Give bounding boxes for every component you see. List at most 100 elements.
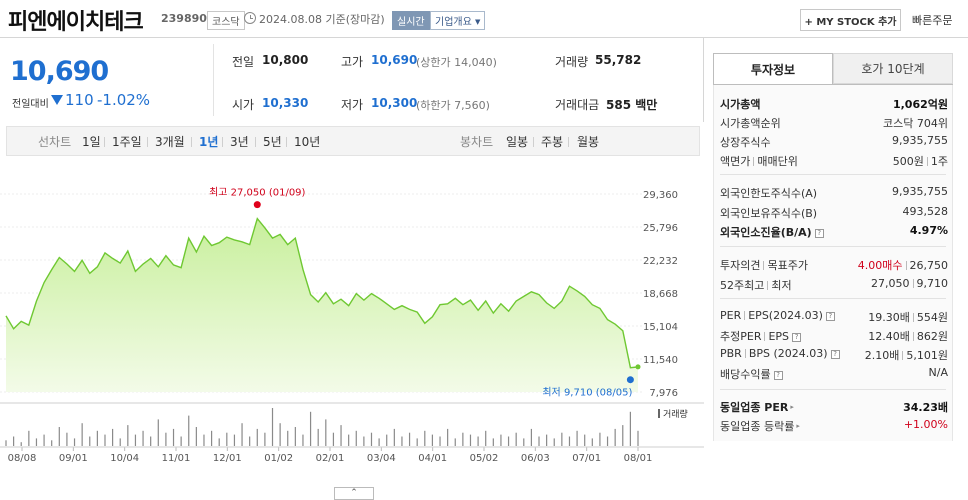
tab-monthly[interactable]: 월봉 <box>577 135 600 149</box>
volume-bar <box>614 428 616 446</box>
help-icon[interactable]: ? <box>825 312 835 321</box>
tab-3m[interactable]: 3개월 <box>155 135 185 149</box>
tab-3y[interactable]: 3년 <box>230 135 249 149</box>
separator <box>147 137 148 147</box>
separator <box>568 137 569 147</box>
volume-bar <box>629 411 631 446</box>
low-value: 10,300 <box>371 96 418 110</box>
chevron-down-icon: ▼ <box>475 18 481 26</box>
period-bar <box>6 126 700 156</box>
volume-bar <box>20 442 22 446</box>
volume-bar <box>309 411 312 446</box>
separator <box>255 137 256 147</box>
volume-bar <box>157 419 159 446</box>
date-text: 2024.08.08 기준(장마감) <box>259 13 385 26</box>
help-icon[interactable]: ? <box>773 371 783 380</box>
upper-limit: (상한가 14,040) <box>416 56 497 69</box>
volume-bar <box>104 434 106 446</box>
price-chart[interactable]: 29,360 25,796 22,232 18,668 15,104 11,540 7,97… <box>0 160 704 470</box>
volume-bar <box>81 423 83 446</box>
foreign-hold-label: 외국인보유주식수(B) <box>720 207 818 220</box>
tab-invest-info[interactable]: 투자정보 <box>713 53 833 84</box>
volume-bar <box>546 434 548 446</box>
help-icon[interactable]: ? <box>792 333 802 342</box>
tab-1d[interactable]: 1일 <box>82 135 101 149</box>
cap-rank-label: 시가총액순위 <box>720 117 781 130</box>
per-value: 19.30배 <box>868 311 910 324</box>
x-tick-label: 02/01 <box>316 453 345 464</box>
volume-bar <box>287 430 289 446</box>
volume-bar <box>401 436 403 446</box>
volume-bar <box>576 430 578 446</box>
help-icon[interactable]: ? <box>814 229 824 238</box>
price-panel <box>0 38 704 122</box>
tab-1y[interactable]: 1년 <box>199 135 219 149</box>
volume-legend-icon <box>658 409 660 418</box>
est-per-eps-value: 12.40배 862원 <box>868 328 948 344</box>
shares-label: 상장주식수 <box>720 136 771 149</box>
arrow-right-icon: ▸ <box>790 403 794 411</box>
price-area <box>6 218 638 392</box>
eps-label: EPS(2024.03) <box>748 309 823 322</box>
realtime-button[interactable]: 실시간 <box>392 11 430 30</box>
tab-orderbook[interactable]: 호가 10단계 <box>833 53 953 84</box>
divider <box>720 174 946 175</box>
volume-bar <box>530 428 532 446</box>
amount-value: 585 백만 <box>606 98 658 112</box>
volume-bar <box>195 427 197 446</box>
volume-bar <box>249 436 251 446</box>
sector-per-label[interactable]: 동일업종 PER ▸ <box>720 399 794 415</box>
volume-bar <box>210 430 213 446</box>
volume-bar <box>233 434 236 446</box>
volume-bar <box>454 438 456 446</box>
tab-underline <box>713 84 953 85</box>
x-tick-label: 12/01 <box>213 453 242 464</box>
volume-bar <box>363 436 365 446</box>
add-mystock-button[interactable]: + MY STOCK 추가 <box>800 9 901 31</box>
volume-bar <box>294 427 296 446</box>
volume-legend: 거래량 <box>663 408 688 420</box>
foreign-hold-value: 493,528 <box>902 205 949 218</box>
current-price: 10,690 <box>10 56 109 87</box>
volume-bar <box>188 415 190 446</box>
collapse-handle[interactable]: ⌃ <box>334 487 374 500</box>
quick-order-button[interactable]: 빠른주문 <box>912 14 953 27</box>
volume-bar <box>606 436 609 446</box>
help-icon[interactable]: ? <box>830 350 840 359</box>
dividend-label: 배당수익률? <box>720 366 783 382</box>
open-label: 시가 <box>232 98 255 112</box>
pbr-label: PBR <box>720 347 742 360</box>
volume-bar <box>256 428 258 446</box>
info-box <box>713 85 953 441</box>
tab-10y[interactable]: 10년 <box>294 135 321 149</box>
x-tick-label: 09/01 <box>59 453 88 464</box>
sector-rate-label[interactable]: 동일업종 등락률 ▸ <box>720 418 800 434</box>
volume-bar <box>568 436 571 446</box>
separator <box>104 137 105 147</box>
par-label: 액면가 <box>720 155 751 168</box>
tab-daily[interactable]: 일봉 <box>506 135 529 149</box>
volume-bar <box>622 425 624 446</box>
opinion-value: 4.00매수 <box>857 259 903 272</box>
opinion-target-label: 투자의견 목표주가 <box>720 257 808 273</box>
volume-bar <box>492 438 494 446</box>
volume-bar <box>637 430 639 446</box>
volume-bar <box>538 436 540 446</box>
tab-1w[interactable]: 1주일 <box>112 135 142 149</box>
company-name: 피엔에이치테크 <box>8 10 144 35</box>
volume-bar <box>416 438 418 446</box>
volume-bar <box>447 428 449 446</box>
opinion-target-value: 4.00매수 26,750 <box>858 257 948 273</box>
tab-weekly[interactable]: 주봉 <box>541 135 564 149</box>
volume-bar <box>477 436 479 446</box>
volume-bar <box>348 434 350 446</box>
separator <box>533 137 534 147</box>
down-triangle-icon <box>51 95 63 105</box>
est-per-label: 추정PER <box>720 330 762 343</box>
tab-5y[interactable]: 5년 <box>263 135 282 149</box>
volume-bar <box>203 434 205 446</box>
per-eps-value: 19.30배 554원 <box>868 309 948 325</box>
company-info-dropdown[interactable]: 기업개요 ▼ <box>430 11 486 30</box>
foreign-rate-label: 외국인소진율(B/A)? <box>720 224 824 240</box>
volume-bar <box>96 430 98 446</box>
